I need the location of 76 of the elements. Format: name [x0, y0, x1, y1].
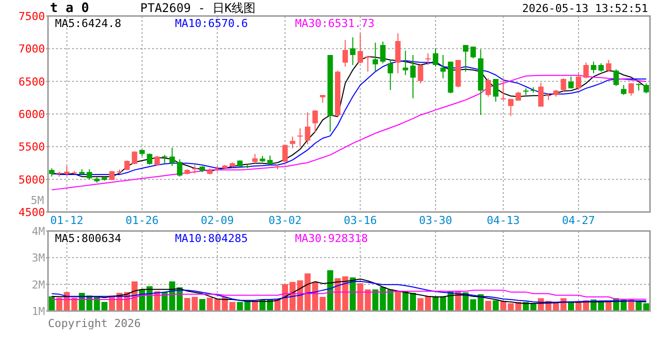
candlestick — [169, 147, 175, 166]
candlestick — [176, 158, 182, 178]
candlestick — [304, 112, 310, 145]
y-tick-label: 4M — [32, 225, 46, 238]
x-tick-label: 03-02 — [268, 214, 302, 227]
text: MA10:804285 — [175, 232, 248, 245]
chart-title: PTA2609 - 日K线图 — [140, 1, 256, 15]
candlestick — [470, 46, 476, 59]
annotation: t a 0 — [50, 1, 90, 16]
candlestick — [350, 36, 356, 66]
candlestick — [628, 82, 634, 96]
candlestick — [644, 82, 649, 94]
line-series — [51, 290, 647, 300]
x-tick-label: 01-12 — [50, 214, 84, 227]
text: MA5:800634 — [55, 232, 122, 245]
candlestick — [508, 98, 514, 116]
candlestick — [146, 153, 152, 166]
candlestick — [560, 78, 566, 92]
candlestick — [606, 59, 612, 72]
candlestick — [395, 32, 401, 74]
text: 5M — [30, 194, 44, 207]
y-tick-label: 5500 — [18, 140, 45, 154]
candlestick — [282, 144, 288, 164]
x-tick-label: 03-16 — [344, 214, 377, 227]
y-tick-label: 4500 — [18, 206, 45, 219]
x-tick-label: 03-30 — [418, 214, 452, 227]
y-tick-label: 3M — [32, 252, 46, 265]
candlestick — [64, 165, 70, 176]
candlestick — [418, 64, 424, 84]
text: MA10:6570.6 — [175, 17, 248, 30]
candlestick — [358, 32, 363, 64]
x-tick-label: 04-13 — [486, 214, 520, 227]
candlestick — [154, 155, 160, 166]
candlestick — [568, 76, 574, 89]
y-tick-label: 6000 — [18, 108, 45, 121]
candlestick — [124, 160, 130, 171]
candlestick — [486, 78, 491, 98]
candlestick — [583, 62, 589, 79]
candlestick — [132, 150, 138, 165]
y-tick-label: 1M — [32, 305, 46, 318]
candlestick — [462, 44, 468, 72]
candlestick — [493, 78, 498, 102]
candlestick — [365, 55, 371, 72]
candlestick — [342, 39, 348, 68]
candlestick — [500, 78, 506, 100]
candlestick — [372, 42, 378, 72]
candlestick — [312, 109, 318, 134]
text: MA30:928318 — [295, 232, 368, 245]
candlestick — [388, 59, 394, 90]
x-tick-label: 04-27 — [562, 214, 596, 227]
candlestick — [290, 136, 296, 149]
candlestick — [425, 52, 431, 66]
text: MA5:6424.8 — [55, 17, 122, 30]
x-tick-label: 01-26 — [126, 214, 159, 227]
y-tick-label: 7000 — [18, 42, 45, 56]
candlestick — [86, 168, 92, 180]
candlestick — [613, 68, 619, 86]
candlestick — [252, 153, 258, 164]
text: MA30:6531.73 — [295, 17, 374, 30]
candlestick — [440, 54, 446, 79]
y-tick-label: 2M — [32, 278, 46, 292]
candlestick — [380, 41, 386, 64]
y-tick-label: 7500 — [18, 10, 45, 23]
candlestick — [620, 84, 626, 96]
text: Copyright 2026 — [48, 317, 141, 330]
candlestick — [402, 50, 408, 76]
candlestick — [297, 128, 303, 148]
y-tick-label: 5000 — [18, 173, 45, 186]
candlestick — [410, 54, 416, 99]
y-tick-label: 6500 — [18, 75, 45, 88]
candlestick — [432, 48, 438, 68]
x-tick-label: 02-09 — [200, 214, 234, 227]
candlestick — [538, 82, 544, 108]
candlestick — [576, 72, 582, 90]
text: 2026-05-13 13:52:51 — [522, 2, 648, 15]
candlestick — [590, 61, 596, 74]
